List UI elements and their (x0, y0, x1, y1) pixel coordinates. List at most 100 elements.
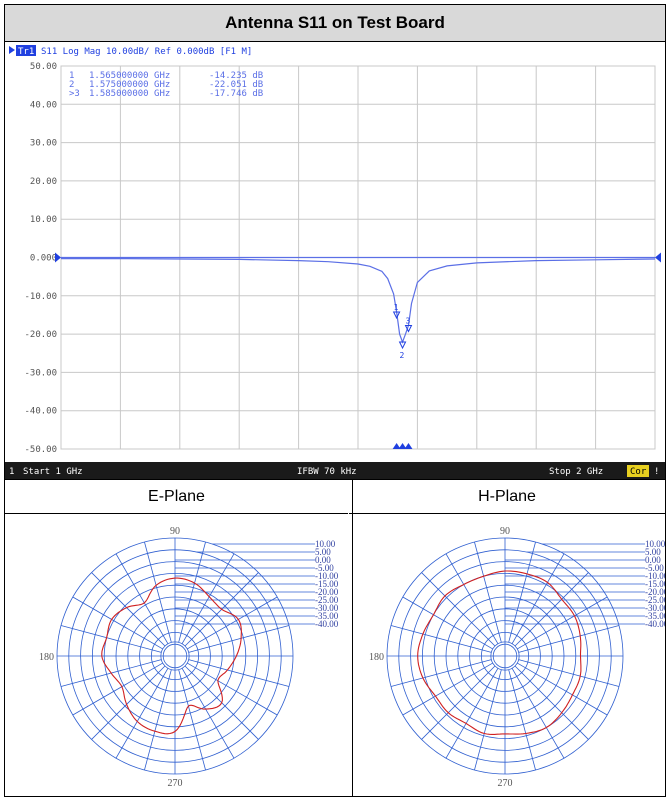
s11-ytick-label: 10.00 (30, 215, 57, 225)
polar-scale-label: -15.00 (315, 579, 339, 589)
polar-spoke (144, 669, 172, 771)
marker-readout-value: -14.235 dB (209, 71, 263, 81)
status-excl: ! (654, 467, 659, 477)
polar-angle-label-270: 270 (168, 778, 183, 789)
polar-scale-label: -35.00 (315, 611, 339, 621)
polar-spoke (144, 541, 172, 643)
marker-triangle-icon (404, 324, 413, 333)
marker-readout-freq: 1.575000000 GHz (89, 80, 170, 90)
s11-ytick-label: -20.00 (24, 330, 57, 340)
polar-spoke (402, 662, 493, 716)
polar-angle-label-90: 90 (500, 526, 510, 537)
polar-spoke (390, 625, 492, 653)
polar-scale-label: 0.00 (315, 555, 331, 565)
polar-scale-label: 10.00 (315, 539, 336, 549)
status-bar (5, 462, 665, 479)
figure-table: Antenna S11 on Test Board Tr1 S11 Log Ma… (4, 4, 669, 797)
trace-active-arrow-icon (9, 46, 15, 54)
polar-scale-label: 5.00 (645, 547, 661, 557)
h-plane-title: H-Plane (349, 480, 665, 514)
cor-badge (627, 465, 649, 477)
cor-label: Cor (630, 467, 647, 477)
ref-right-marker-icon (655, 252, 661, 263)
polar-spoke (514, 665, 589, 740)
s11-ytick-label: 20.00 (30, 177, 57, 187)
polar-spoke (188, 625, 290, 653)
polar-scale-label: 5.00 (315, 547, 331, 557)
polar-scale-label: -15.00 (645, 579, 665, 589)
polar-spoke (445, 668, 499, 759)
s11-trace (61, 258, 656, 344)
h-plane-panel: 9018027010.005.000.00-5.00-10.00-15.00-2… (353, 514, 669, 796)
s11-ytick-label: 40.00 (30, 100, 57, 110)
polar-spoke (517, 596, 608, 650)
marker-readout-freq: 1.585000000 GHz (89, 89, 170, 99)
s11-ytick-label: 0.000 (30, 254, 57, 264)
polar-spoke (402, 596, 493, 650)
e-plane-panel: 90 180 270 10.00 5.00 0.00 -5.00 -10.00 -15.00 -2… (5, 514, 348, 796)
polar-spoke (115, 553, 169, 644)
e-plane-title: E-Plane (5, 480, 348, 514)
s11-ytick-label: 30.00 (30, 139, 57, 149)
s11-ytick-label: 50.00 (30, 62, 57, 72)
polar-spoke (511, 553, 565, 644)
radiation-pattern-trace (417, 570, 582, 735)
polar-scale-label: -30.00 (645, 603, 665, 613)
polar-spoke (514, 572, 589, 647)
status-ifbw: IFBW 70 kHz (297, 467, 357, 477)
marker-readout-value: -17.746 dB (209, 89, 263, 99)
polar-angle-label-180: 180 (369, 652, 384, 663)
marker-bottom-icon (392, 443, 401, 449)
polar-scale-label: -10.00 (645, 571, 665, 581)
s11-ytick-label: -40.00 (24, 407, 57, 417)
status-stop: Stop 2 GHz (549, 467, 603, 477)
polar-spoke (72, 662, 163, 716)
e-plane-chart: 9018027010.005.000.00-5.00-10.00-15.00-2… (39, 526, 339, 789)
polar-angle-label-180: 180 (39, 652, 54, 663)
s11-ytick-label: -50.00 (24, 445, 57, 455)
polar-spoke (91, 665, 166, 740)
polar-scale-label: -25.00 (315, 595, 339, 605)
polar-spoke (188, 659, 290, 687)
polar-spoke (187, 662, 278, 716)
polar-scale-label: 0.00 (645, 555, 661, 565)
marker-triangle-icon (392, 311, 401, 320)
marker-readout-value: -22.051 dB (209, 80, 263, 90)
polar-scale-label: -30.00 (315, 603, 339, 613)
trace-label: Tr1 (18, 47, 34, 57)
polar-scale-label: -5.00 (645, 563, 664, 573)
polar-scale-label: -35.00 (645, 611, 665, 621)
marker-readout-id: 2 (69, 80, 74, 90)
s11-chart: Tr1 S11 Log Mag 10.00dB/ Ref 0.000dB [F1… (5, 42, 665, 479)
polar-spoke (511, 668, 565, 759)
s11-ytick-label: -30.00 (24, 368, 57, 378)
polar-scale-label: -40.00 (315, 619, 339, 629)
polar-spoke (187, 596, 278, 650)
polar-angle-label-270: 270 (498, 778, 513, 789)
polar-spoke (421, 665, 496, 740)
marker-bottom-icon (404, 443, 413, 449)
polar-spoke (181, 668, 235, 759)
s11-panel: Tr1 S11 Log Mag 10.00dB/ Ref 0.000dB [F1… (5, 42, 665, 480)
marker-number: 2 (400, 351, 405, 360)
column-divider (352, 480, 353, 796)
polar-spoke (178, 669, 206, 771)
polar-spoke (91, 572, 166, 647)
polar-scale-label: -40.00 (645, 619, 665, 629)
polar-spoke (72, 596, 163, 650)
polar-scale-label: 10.00 (645, 539, 665, 549)
polar-scale-label: -5.00 (315, 563, 334, 573)
polar-spoke (518, 659, 620, 687)
polar-spoke (115, 668, 169, 759)
polar-spoke (474, 541, 502, 643)
h-plane-chart: 9018027010.005.000.00-5.00-10.00-15.00-2… (369, 526, 669, 789)
status-start: Start 1 GHz (23, 467, 83, 477)
polar-spoke (508, 669, 536, 771)
polar-angle-label-90: 90 (170, 526, 180, 537)
polar-spoke (181, 553, 235, 644)
trace-label-box[interactable] (16, 45, 36, 56)
polar-spoke (518, 625, 620, 653)
marker-number: 3 (405, 316, 410, 325)
ref-left-marker-icon (55, 252, 61, 263)
marker-readout-id: 1 (69, 71, 74, 81)
